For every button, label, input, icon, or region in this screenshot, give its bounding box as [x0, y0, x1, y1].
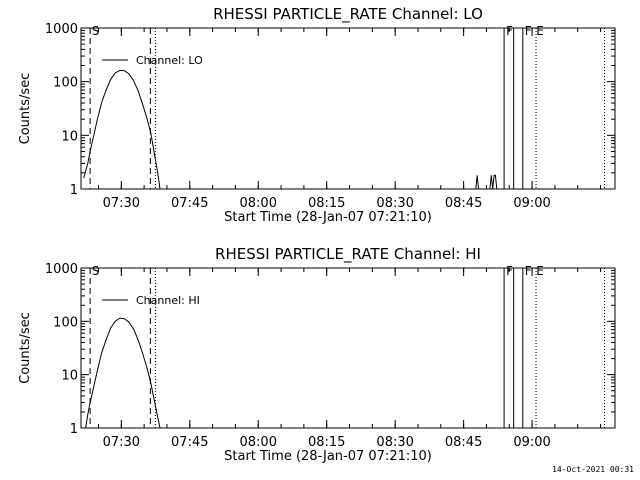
y-tick-label: 100	[53, 315, 78, 330]
x-tick-label: 07:30	[103, 435, 140, 450]
legend-label: Channel: LO	[136, 54, 203, 67]
x-tick-label: 08:30	[376, 196, 413, 211]
y-tick-label: 100	[53, 76, 78, 91]
series-line-0	[83, 69, 161, 190]
y-tick-label: 1000	[45, 262, 78, 277]
event-marker-e: E	[536, 264, 544, 278]
event-marker-e: E	[536, 24, 544, 38]
y-axis-label: Counts/sec	[18, 73, 33, 145]
y-tick-label: 10	[61, 129, 78, 144]
event-marker-f: F	[506, 24, 513, 38]
chart-title: RHESSI PARTICLE_RATE Channel: LO	[213, 5, 483, 24]
series-line-0	[85, 317, 161, 429]
event-marker-f: F	[525, 24, 532, 38]
x-tick-label: 08:15	[308, 435, 345, 450]
x-tick-label: 09:00	[513, 435, 550, 450]
event-marker-f: F	[525, 264, 532, 278]
x-tick-label: 07:45	[171, 435, 208, 450]
event-marker-s: S	[92, 264, 100, 278]
x-tick-label: 08:45	[445, 435, 482, 450]
event-marker-s: S	[92, 24, 100, 38]
y-tick-label: 1000	[45, 22, 78, 37]
y-tick-label: 1	[70, 183, 78, 198]
y-tick-label: 1	[70, 422, 78, 437]
x-tick-label: 08:15	[308, 196, 345, 211]
x-tick-label: 07:30	[103, 196, 140, 211]
x-tick-label: 08:30	[376, 435, 413, 450]
x-tick-label: 08:00	[240, 196, 277, 211]
event-marker-f: F	[506, 264, 513, 278]
legend-label: Channel: HI	[136, 294, 200, 307]
x-tick-label: 09:00	[513, 196, 550, 211]
x-axis-label: Start Time (28-Jan-07 07:21:10)	[224, 210, 432, 225]
x-tick-label: 08:45	[445, 196, 482, 211]
x-tick-label: 08:00	[240, 435, 277, 450]
x-axis-label: Start Time (28-Jan-07 07:21:10)	[224, 449, 432, 464]
chart-title: RHESSI PARTICLE_RATE Channel: HI	[215, 245, 481, 264]
plot-frame	[80, 27, 616, 190]
series-line-1	[475, 174, 499, 190]
footer-timestamp: 14-Oct-2021 00:31	[552, 465, 634, 474]
chart-panel-lo: RHESSI PARTICLE_RATE Channel: LO 1 10 100 10…	[18, 5, 616, 225]
y-axis-label: Counts/sec	[18, 312, 33, 384]
plot-frame	[80, 267, 616, 429]
x-tick-label: 07:45	[171, 196, 208, 211]
y-tick-label: 10	[61, 369, 78, 384]
chart-panel-hi: RHESSI PARTICLE_RATE Channel: HI 1 10 100 10…	[18, 245, 616, 464]
